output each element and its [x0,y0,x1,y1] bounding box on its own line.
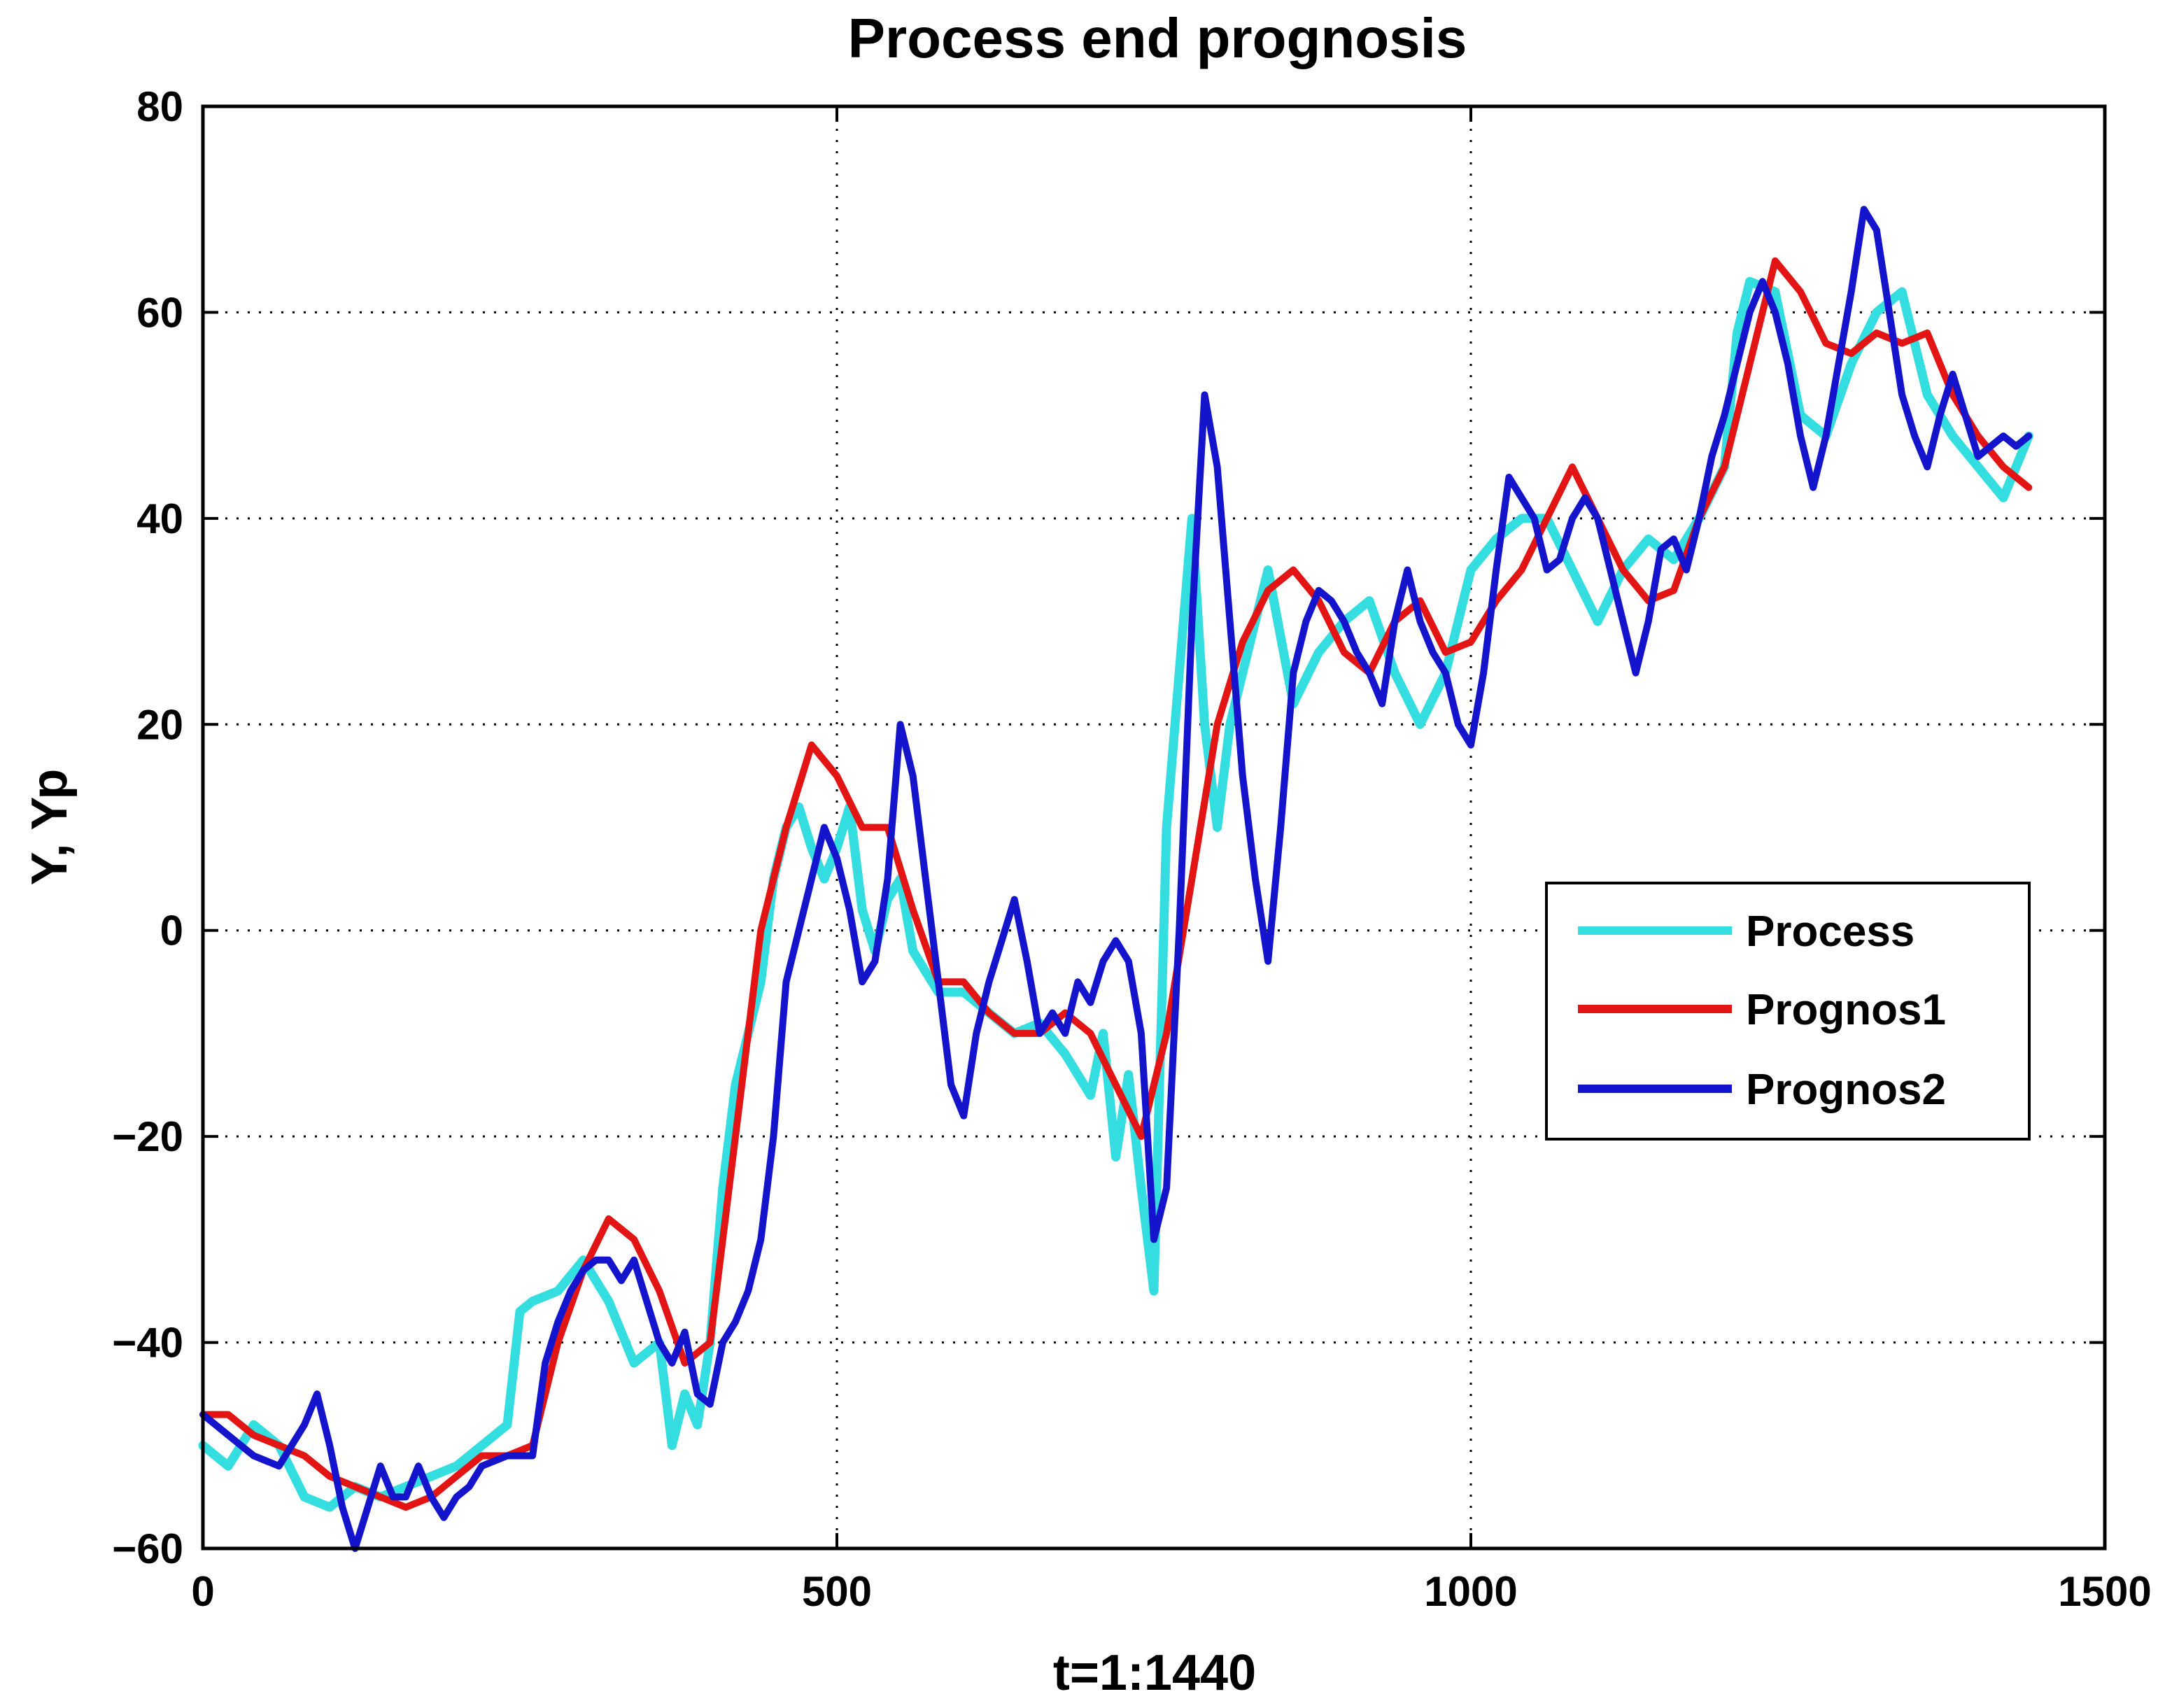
y-tick-label: −60 [112,1525,183,1572]
data-series [198,206,2033,1552]
y-tick-label: 20 [136,701,183,748]
legend-label-prognos2: Prognos2 [1746,1066,1946,1114]
series-line-prognos2 [199,206,2033,1552]
y-tick-label: −40 [112,1320,183,1367]
x-tick-label: 1500 [2058,1568,2151,1615]
legend: Process Prognos1 Prognos2 [1545,882,2031,1141]
y-tick-label: −20 [112,1113,183,1160]
y-tick-label: 40 [136,495,183,542]
legend-label-process: Process [1746,908,1914,956]
x-tick-label: 1000 [1424,1568,1517,1615]
y-axis-label: Y, Yp [22,769,78,886]
x-tick-label: 500 [802,1568,872,1615]
legend-label-prognos1: Prognos1 [1746,986,1946,1034]
axis-ticks: 0 500 1000 1500 −60 −40 −20 0 20 40 60 80 [112,83,2152,1615]
chart-title: Process end prognosis [848,7,1467,69]
x-axis-label: t=1:1440 [1053,1645,1256,1701]
y-tick-label: 0 [160,908,183,954]
y-tick-label: 60 [136,289,183,336]
plot-area-frame [201,104,2107,1551]
x-tick-label: 0 [191,1568,214,1615]
y-tick-label: 80 [136,83,183,130]
